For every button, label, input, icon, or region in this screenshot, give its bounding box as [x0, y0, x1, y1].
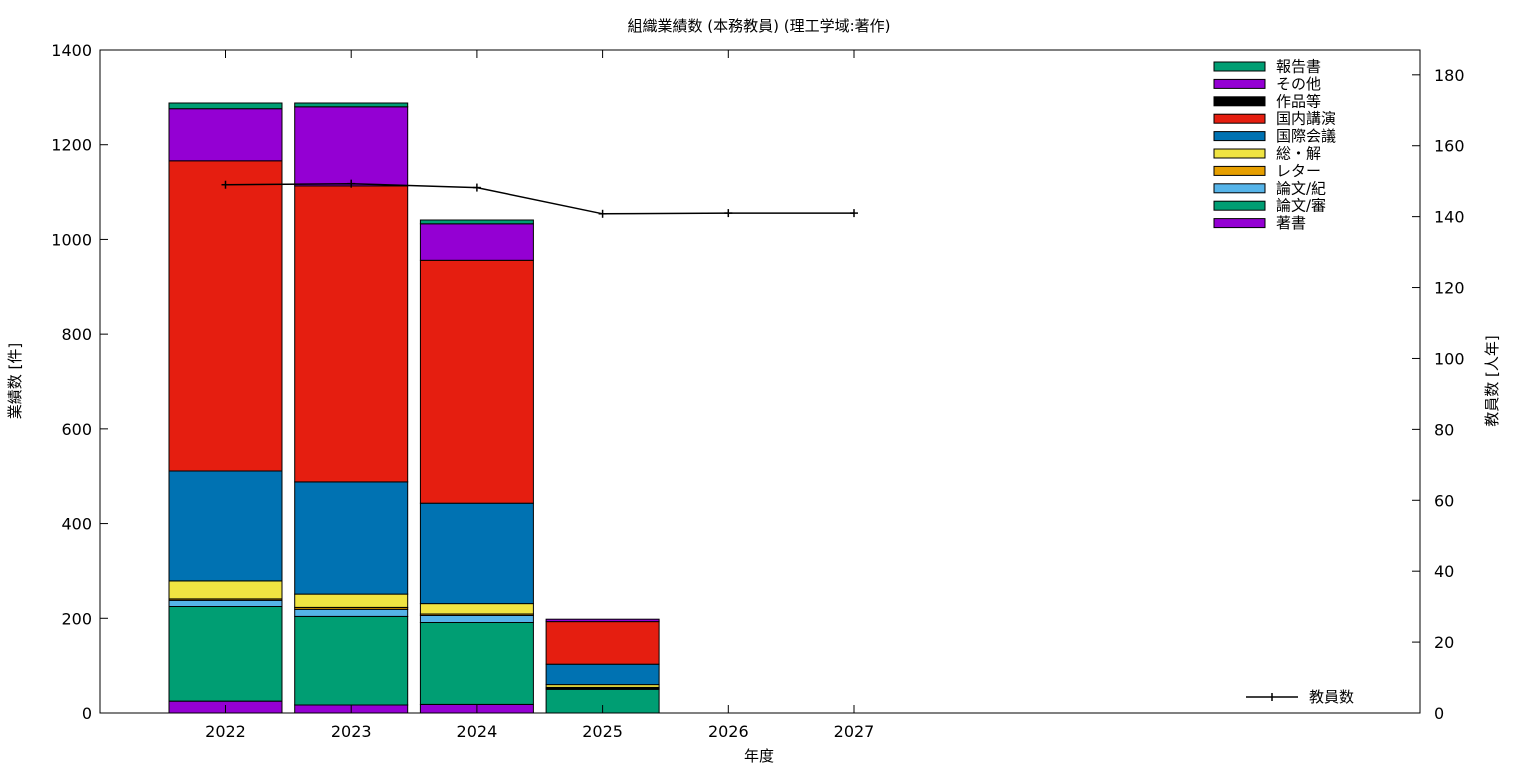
x-tick-label: 2023: [331, 722, 372, 741]
legend-label: 論文/紀: [1276, 179, 1326, 197]
legend-label: その他: [1276, 75, 1321, 93]
y-tick-label: 1400: [51, 41, 92, 60]
bar-2023-segment-6: [294, 185, 409, 483]
legend-swatch: [1213, 113, 1266, 124]
legend-swatch: [1213, 218, 1266, 229]
x-tick-label: 2024: [457, 722, 498, 741]
legend-label: レター: [1276, 162, 1321, 180]
chart-title: 組織業績数 (本務教員) (理工学域:著作): [628, 17, 891, 35]
bar-2024-segment-9: [419, 219, 534, 225]
plot-frame: [99, 49, 1421, 714]
bar-2025-segment-5: [545, 663, 660, 686]
y-axis-left: 0 200 400 600 800 1000 1200 1400: [51, 41, 108, 723]
bar-2024-segment-1: [419, 622, 534, 705]
legend-swatch: [1213, 183, 1266, 194]
bar-2022-segment-6: [168, 160, 283, 472]
legend-label: 著書: [1276, 214, 1306, 232]
bar-2023-segment-1: [294, 615, 409, 706]
y-tick-label: 400: [61, 515, 92, 534]
bar-2022-segment-2: [168, 599, 283, 607]
y2-tick-label: 60: [1434, 491, 1454, 510]
y2-tick-label: 0: [1434, 704, 1444, 723]
legend-swatch: [1213, 61, 1266, 72]
line-point-2023: [347, 179, 356, 188]
legend-label: 論文/審: [1276, 197, 1326, 215]
bar-2023-segment-2: [294, 608, 409, 617]
line-series-teacher-count: [225, 182, 854, 215]
bar-2024-segment-6: [419, 259, 534, 504]
bar-2025-segment-6: [545, 621, 660, 665]
bar-2022-segment-5: [168, 470, 283, 582]
bar-2024-segment-4: [419, 603, 534, 615]
bar-2022-segment-4: [168, 580, 283, 600]
legend-label: 国際会議: [1276, 127, 1336, 145]
bar-2023-segment-9: [294, 102, 409, 108]
legend-label: 作品等: [1276, 92, 1321, 110]
x-tick-label: 2026: [708, 722, 749, 741]
legend-swatch: [1213, 200, 1266, 211]
bar-2025-segment-8: [545, 618, 660, 623]
x-tick-label: 2027: [834, 722, 875, 741]
y2-axis-title: 教員数 [人年]: [1483, 335, 1501, 426]
line-point-2022: [221, 180, 230, 189]
y2-tick-label: 160: [1434, 137, 1465, 156]
line-point-2025: [598, 209, 607, 218]
y2-tick-label: 120: [1434, 279, 1465, 298]
legend-swatch: [1213, 148, 1266, 159]
bar-2024-segment-5: [419, 502, 534, 605]
y-axis-right: 0 20 40 60 80 100 120 140 160 180: [1412, 66, 1465, 723]
y2-tick-label: 80: [1434, 420, 1454, 439]
line-point-2026: [724, 209, 733, 218]
y2-tick-label: 180: [1434, 66, 1465, 85]
bar-2022-segment-1: [168, 605, 283, 702]
y-tick-label: 800: [61, 325, 92, 344]
bar-2022-segment-8: [168, 108, 283, 162]
x-axis-title: 年度: [744, 747, 774, 765]
line-point-2024: [472, 183, 481, 192]
legend-swatch: [1213, 78, 1266, 89]
legend-line-label: 教員数: [1309, 688, 1354, 706]
bar-2024-segment-8: [419, 223, 534, 261]
legend-swatch: [1213, 165, 1266, 176]
bar-2023-segment-5: [294, 481, 409, 595]
x-tick-label: 2022: [205, 722, 246, 741]
y2-tick-label: 40: [1434, 562, 1454, 581]
x-tick-label: 2025: [582, 722, 623, 741]
line-layer: [221, 179, 858, 218]
bar-2023-segment-4: [294, 593, 409, 608]
y-tick-label: 1000: [51, 230, 92, 249]
bars-layer: [168, 102, 660, 714]
legend-label: 国内講演: [1276, 110, 1336, 128]
y2-tick-label: 100: [1434, 349, 1465, 368]
x-axis: 2022 2023 2024 2025 2026 2027: [205, 50, 874, 741]
bar-2022-segment-9: [168, 102, 283, 110]
y-tick-label: 1200: [51, 136, 92, 155]
bar-2023-segment-8: [294, 106, 409, 187]
y2-tick-label: 20: [1434, 633, 1454, 652]
legend-label: 総・解: [1276, 145, 1321, 163]
y2-tick-label: 140: [1434, 208, 1465, 227]
legend-swatch: [1213, 131, 1266, 142]
bar-2024-segment-2: [419, 614, 534, 624]
y-tick-label: 0: [82, 704, 92, 723]
y-axis-title: 業績数 [件]: [6, 343, 24, 419]
y-tick-label: 600: [61, 420, 92, 439]
legend-swatch: [1213, 96, 1266, 107]
line-point-2027: [850, 209, 858, 218]
y-tick-label: 200: [61, 609, 92, 628]
legend-label: 報告書: [1276, 58, 1321, 76]
